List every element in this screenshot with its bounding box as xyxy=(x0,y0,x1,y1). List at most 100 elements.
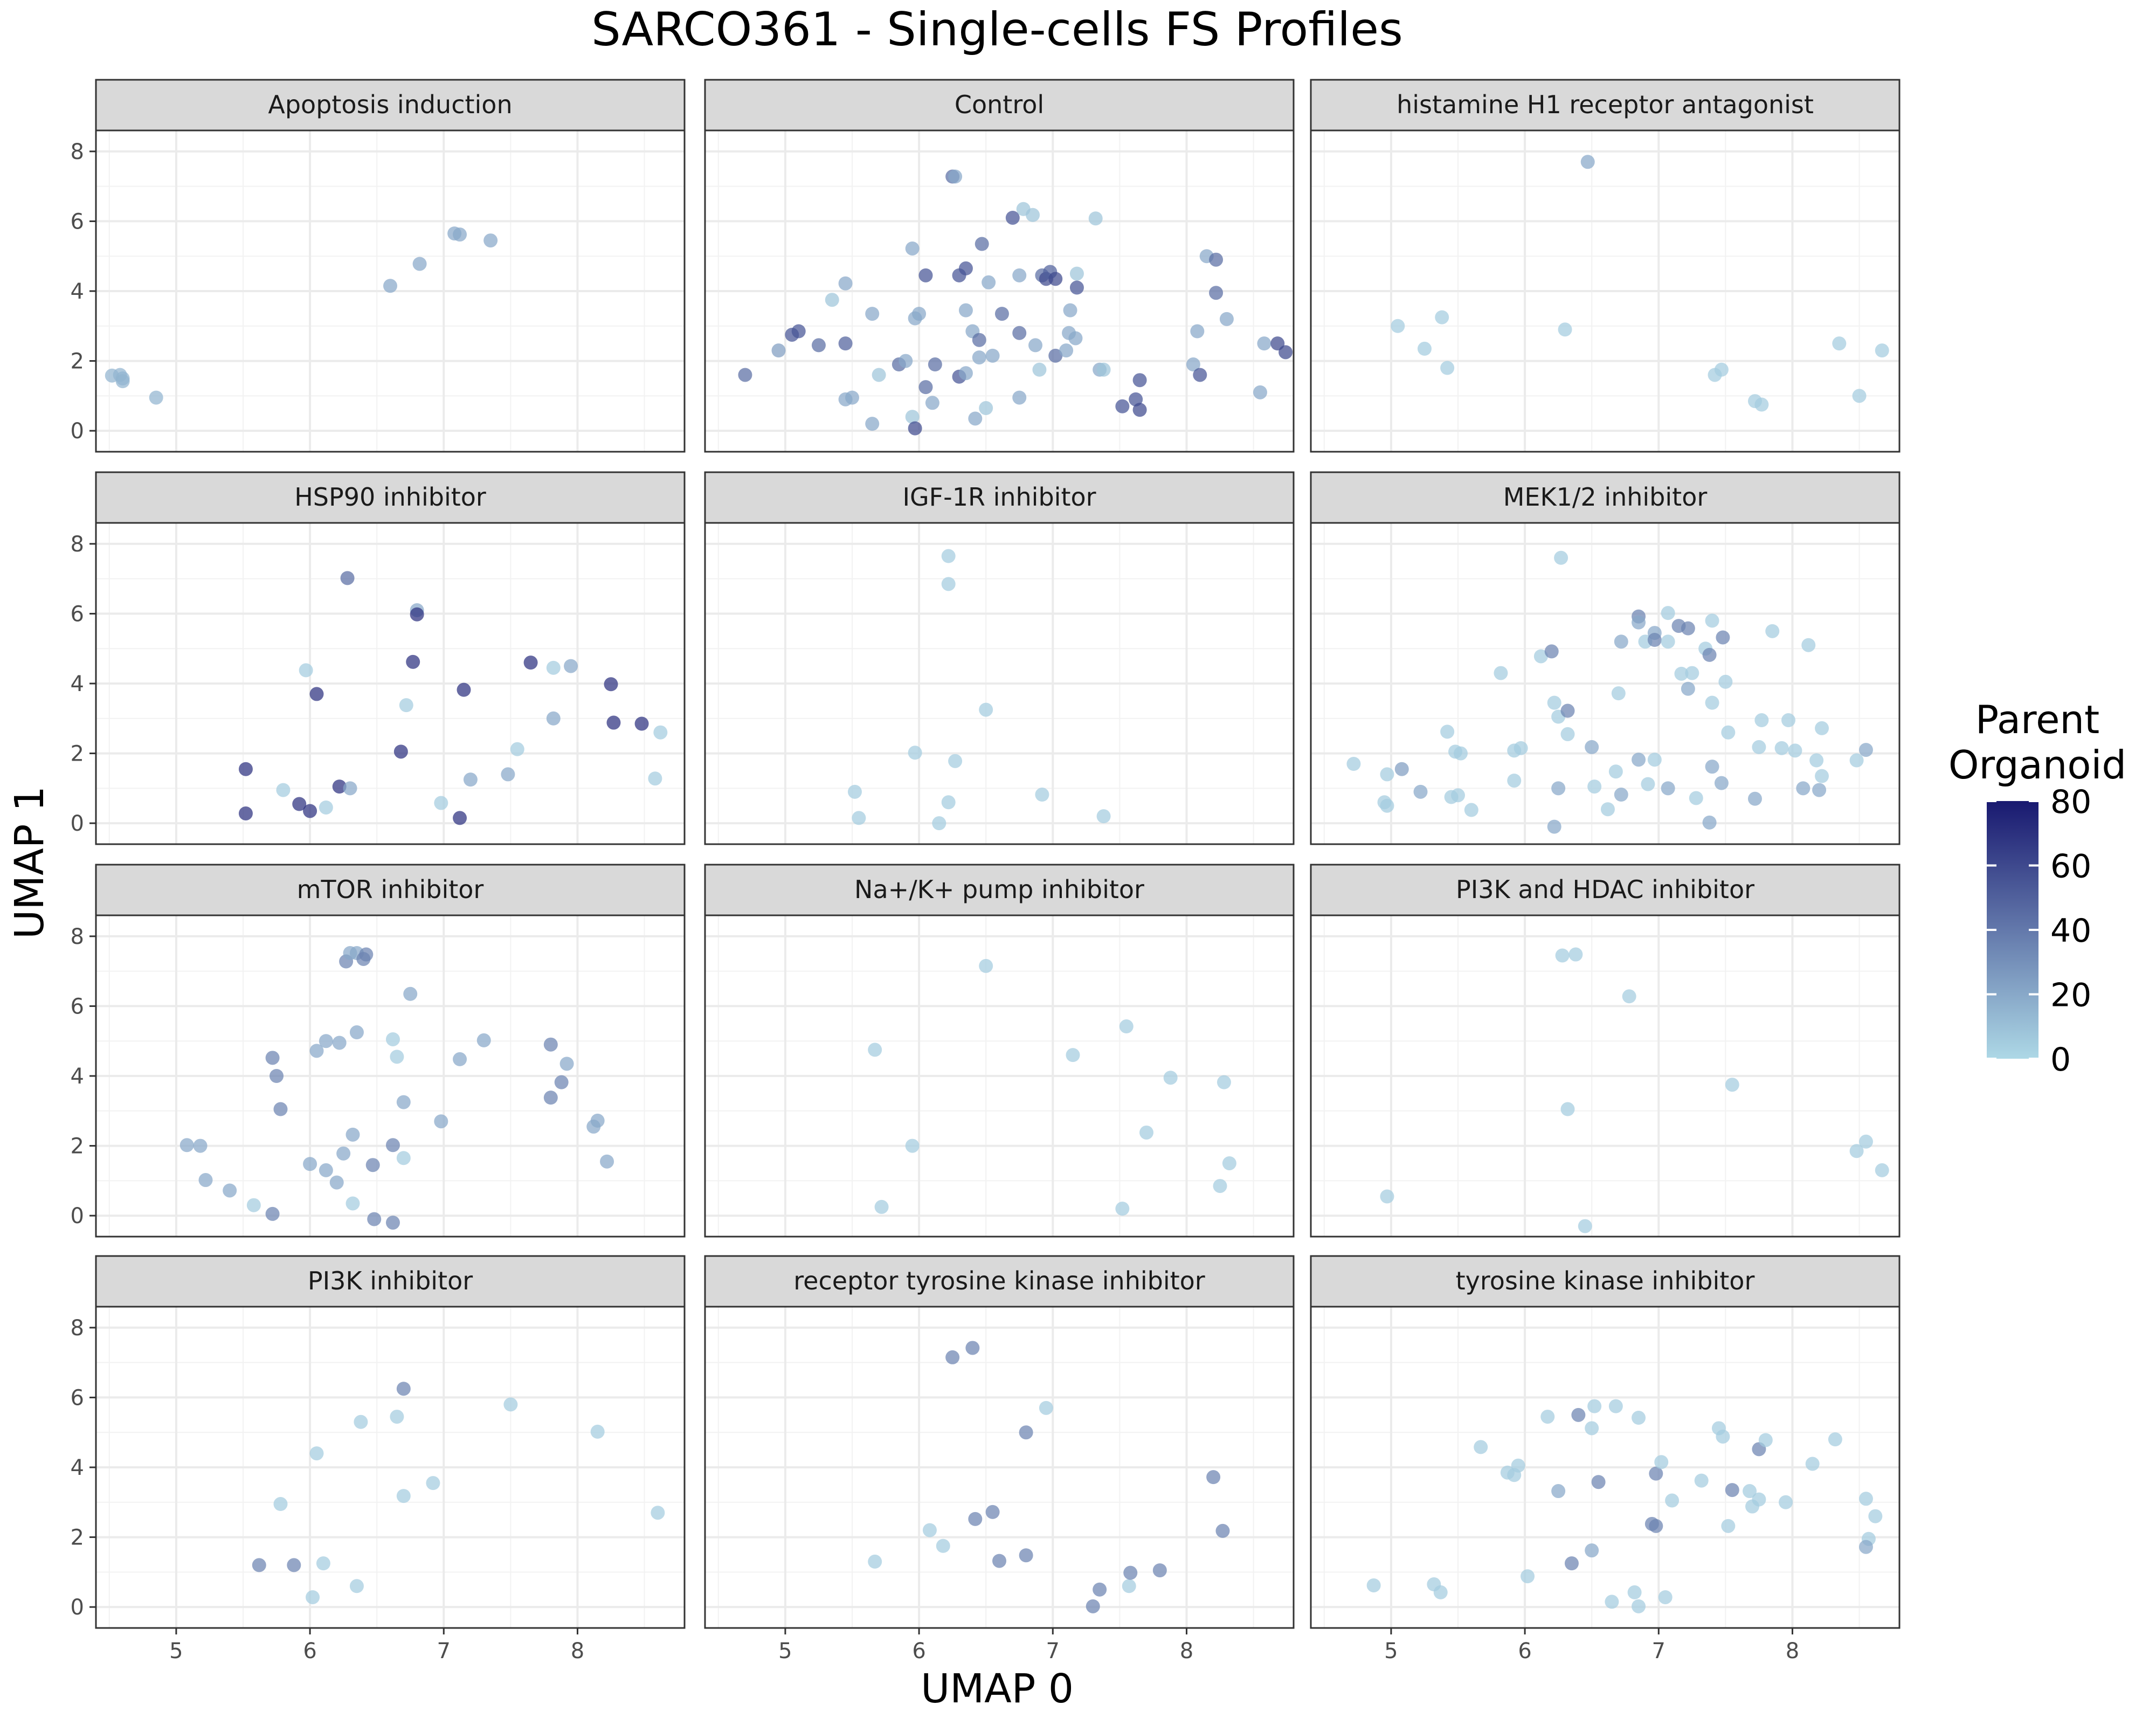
y-tick-label: 2 xyxy=(71,1526,84,1550)
data-point xyxy=(868,1043,882,1057)
x-tick-label: 6 xyxy=(303,1639,316,1664)
data-point xyxy=(238,762,253,776)
data-point xyxy=(1163,1071,1178,1085)
data-point xyxy=(1253,385,1267,399)
data-point xyxy=(238,806,253,820)
data-point xyxy=(1209,286,1224,300)
data-point xyxy=(1380,767,1394,782)
panel-border xyxy=(704,914,1295,1238)
data-point xyxy=(1849,753,1864,768)
data-point xyxy=(1661,634,1675,649)
y-tick-label: 6 xyxy=(71,1385,84,1410)
data-point xyxy=(1521,1569,1535,1584)
data-point xyxy=(1152,1563,1167,1578)
data-point xyxy=(634,716,649,731)
data-point xyxy=(865,417,880,431)
data-point xyxy=(908,746,922,760)
data-point xyxy=(979,958,993,973)
y-tick-label: 0 xyxy=(71,811,84,836)
data-point xyxy=(1514,741,1528,755)
facet-strip xyxy=(95,864,686,916)
data-point xyxy=(1193,368,1207,382)
data-point xyxy=(365,1158,380,1172)
panel-border xyxy=(1310,1306,1901,1629)
data-point xyxy=(1190,324,1205,339)
data-point xyxy=(265,1051,280,1065)
data-point xyxy=(1558,322,1572,337)
legend-tick-label: 60 xyxy=(2050,848,2091,886)
data-point xyxy=(343,781,357,796)
data-point xyxy=(303,804,317,818)
x-tick-label: 7 xyxy=(1652,1639,1666,1664)
data-point xyxy=(918,268,933,282)
data-point xyxy=(1012,268,1027,282)
facet-strip-label: IGF-1R inhibitor xyxy=(902,482,1096,512)
data-point xyxy=(905,241,920,256)
y-tick-label: 0 xyxy=(71,1595,84,1620)
data-point xyxy=(1614,634,1628,649)
data-point xyxy=(1605,1595,1619,1609)
data-point xyxy=(847,784,862,799)
data-point xyxy=(1257,336,1272,351)
data-point xyxy=(1122,1579,1136,1593)
data-point xyxy=(523,656,538,670)
data-point xyxy=(319,1034,333,1048)
data-point xyxy=(852,811,866,825)
data-point xyxy=(406,654,420,669)
data-point xyxy=(546,660,561,675)
data-point xyxy=(385,1138,400,1153)
data-point xyxy=(1608,1399,1623,1413)
facet-strip xyxy=(1310,864,1901,916)
data-point xyxy=(1591,1475,1606,1489)
data-point xyxy=(453,1052,467,1066)
data-point xyxy=(791,324,806,339)
data-point xyxy=(1032,362,1047,377)
data-point xyxy=(252,1558,266,1572)
data-point xyxy=(825,293,839,307)
data-point xyxy=(1858,1134,1873,1149)
data-point xyxy=(1366,1578,1381,1592)
data-point xyxy=(1705,613,1719,628)
data-point xyxy=(1005,210,1020,225)
data-point xyxy=(434,1114,448,1129)
data-point xyxy=(648,771,662,786)
data-point xyxy=(972,333,986,347)
legend-tick-label: 80 xyxy=(2050,783,2091,821)
data-point xyxy=(1069,280,1084,295)
data-point xyxy=(354,1414,368,1429)
data-point xyxy=(1571,1407,1586,1422)
data-point xyxy=(299,663,313,678)
data-point xyxy=(396,1151,411,1165)
data-point xyxy=(1858,743,1873,757)
data-point xyxy=(979,401,993,416)
data-point xyxy=(1096,362,1111,377)
data-point xyxy=(1743,1484,1757,1499)
data-point xyxy=(503,1397,518,1412)
y-tick-label: 4 xyxy=(71,279,84,304)
data-point xyxy=(340,571,355,585)
facet-panel: Control xyxy=(704,79,1295,453)
data-point xyxy=(1380,798,1394,813)
facet-strip xyxy=(1310,79,1901,132)
data-point xyxy=(546,711,561,726)
panel-border xyxy=(1310,522,1901,845)
data-point xyxy=(1069,266,1084,281)
data-point xyxy=(928,357,942,372)
data-point xyxy=(905,1138,920,1153)
data-point xyxy=(476,1033,491,1047)
data-point xyxy=(922,1523,937,1537)
data-point xyxy=(1554,550,1568,565)
data-point xyxy=(1019,1548,1033,1563)
data-point xyxy=(273,1497,288,1512)
data-point xyxy=(396,1095,411,1109)
data-point xyxy=(1611,686,1626,701)
data-point xyxy=(1627,1585,1642,1599)
x-tick-label: 7 xyxy=(437,1639,451,1664)
data-point xyxy=(1809,753,1824,768)
data-point xyxy=(1788,743,1802,758)
legend-tick-label: 40 xyxy=(2050,912,2091,950)
data-point xyxy=(349,1579,364,1593)
y-tick-label: 0 xyxy=(71,1204,84,1229)
panel-border xyxy=(704,522,1295,845)
y-tick-label: 6 xyxy=(71,994,84,1019)
